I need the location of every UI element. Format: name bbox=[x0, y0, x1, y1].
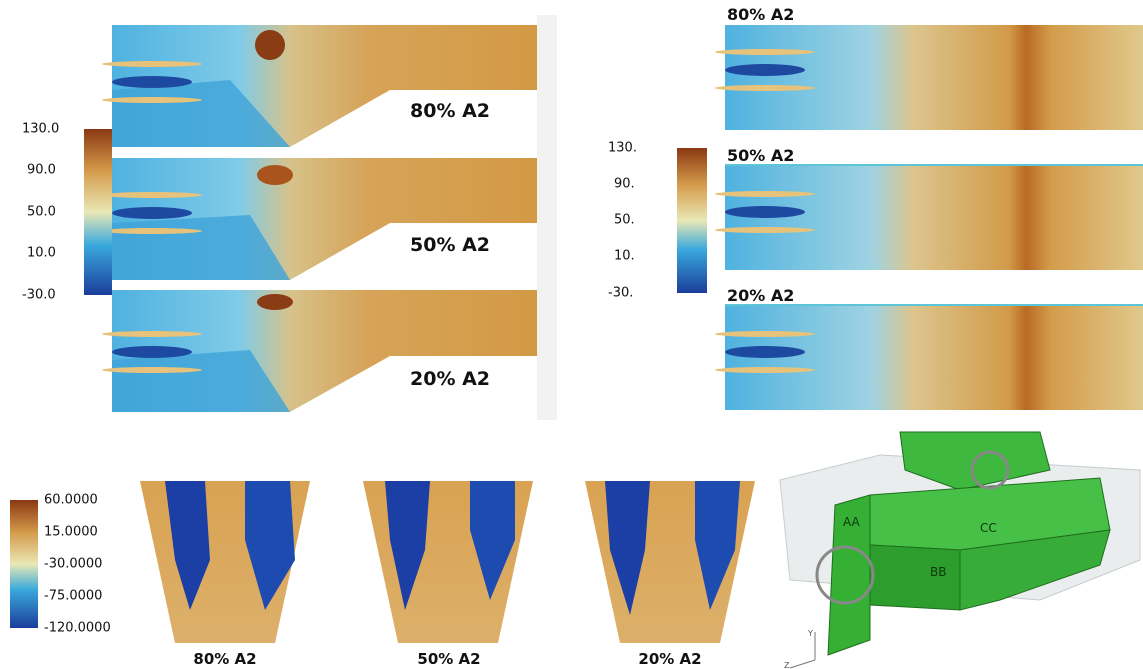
geometry-view bbox=[780, 432, 1140, 668]
colorbar-tick: -120.0000 bbox=[44, 621, 111, 636]
case-label: 20% A2 bbox=[410, 368, 490, 390]
colorbar-tick: 130.0 bbox=[22, 122, 59, 137]
axis-label: Y bbox=[807, 629, 813, 638]
left-contours bbox=[84, 15, 557, 420]
colorbar-tick: 10.0 bbox=[27, 246, 56, 261]
region-label: BB bbox=[930, 565, 946, 579]
case-label: 50% A2 bbox=[410, 234, 490, 256]
case-label: 50% A2 bbox=[417, 650, 480, 668]
axis-label: Z bbox=[784, 661, 790, 669]
colorbar-tick: -30. bbox=[608, 286, 633, 301]
colorbar-tick: 50. bbox=[614, 213, 635, 228]
case-label: 80% A2 bbox=[410, 100, 490, 122]
case-label: 50% A2 bbox=[727, 146, 794, 165]
right-contours bbox=[677, 25, 1143, 410]
colorbar-tick: 50.0 bbox=[27, 205, 56, 220]
case-label: 20% A2 bbox=[638, 650, 701, 668]
colorbar-tick: -30.0 bbox=[22, 288, 56, 303]
case-label: 20% A2 bbox=[727, 286, 794, 305]
region-label: AA bbox=[843, 515, 861, 529]
case-label: 80% A2 bbox=[193, 650, 256, 668]
colorbar-tick: -30.0000 bbox=[44, 557, 102, 572]
colorbar-tick: 90. bbox=[614, 177, 635, 192]
region-label: CC bbox=[980, 521, 997, 535]
figure: 130.0 90.0 50.0 10.0 -30.0 80% A2 50% A2… bbox=[0, 0, 1143, 669]
colorbar-tick: -75.0000 bbox=[44, 589, 102, 604]
colorbar-tick: 60.0000 bbox=[44, 493, 98, 508]
colorbar-tick: 90.0 bbox=[27, 163, 56, 178]
bottom-contours bbox=[10, 481, 755, 643]
colorbar-tick: 10. bbox=[614, 249, 635, 264]
case-label: 80% A2 bbox=[727, 5, 794, 24]
colorbar-tick: 130. bbox=[608, 141, 637, 156]
colorbar-tick: 15.0000 bbox=[44, 525, 98, 540]
